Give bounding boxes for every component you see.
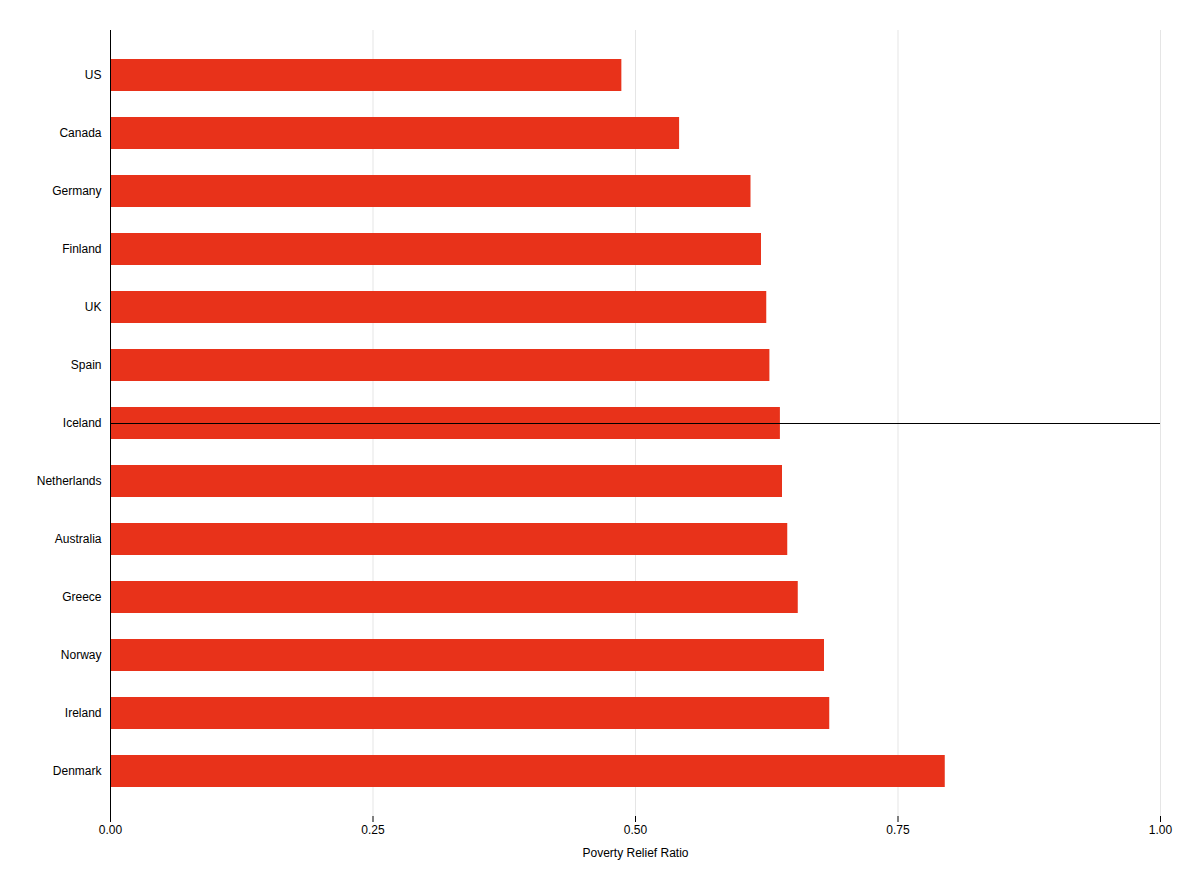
svg-text:Germany: Germany <box>52 184 101 198</box>
svg-text:Spain: Spain <box>71 358 102 372</box>
svg-text:Netherlands: Netherlands <box>37 474 102 488</box>
svg-text:Australia: Australia <box>55 532 102 546</box>
svg-text:Ireland: Ireland <box>65 706 102 720</box>
svg-text:US: US <box>85 68 102 82</box>
svg-text:Poverty Relief Ratio: Poverty Relief Ratio <box>582 846 688 860</box>
svg-text:Finland: Finland <box>62 242 101 256</box>
svg-text:Denmark: Denmark <box>53 764 103 778</box>
svg-text:Greece: Greece <box>62 590 102 604</box>
svg-text:1.00: 1.00 <box>1149 823 1173 837</box>
svg-text:Norway: Norway <box>61 648 102 662</box>
svg-text:0.00: 0.00 <box>99 823 123 837</box>
svg-text:0.25: 0.25 <box>361 823 385 837</box>
svg-text:0.50: 0.50 <box>624 823 648 837</box>
svg-text:0.75: 0.75 <box>886 823 910 837</box>
svg-text:UK: UK <box>85 300 102 314</box>
svg-text:Canada: Canada <box>59 126 101 140</box>
svg-text:Iceland: Iceland <box>63 416 102 430</box>
